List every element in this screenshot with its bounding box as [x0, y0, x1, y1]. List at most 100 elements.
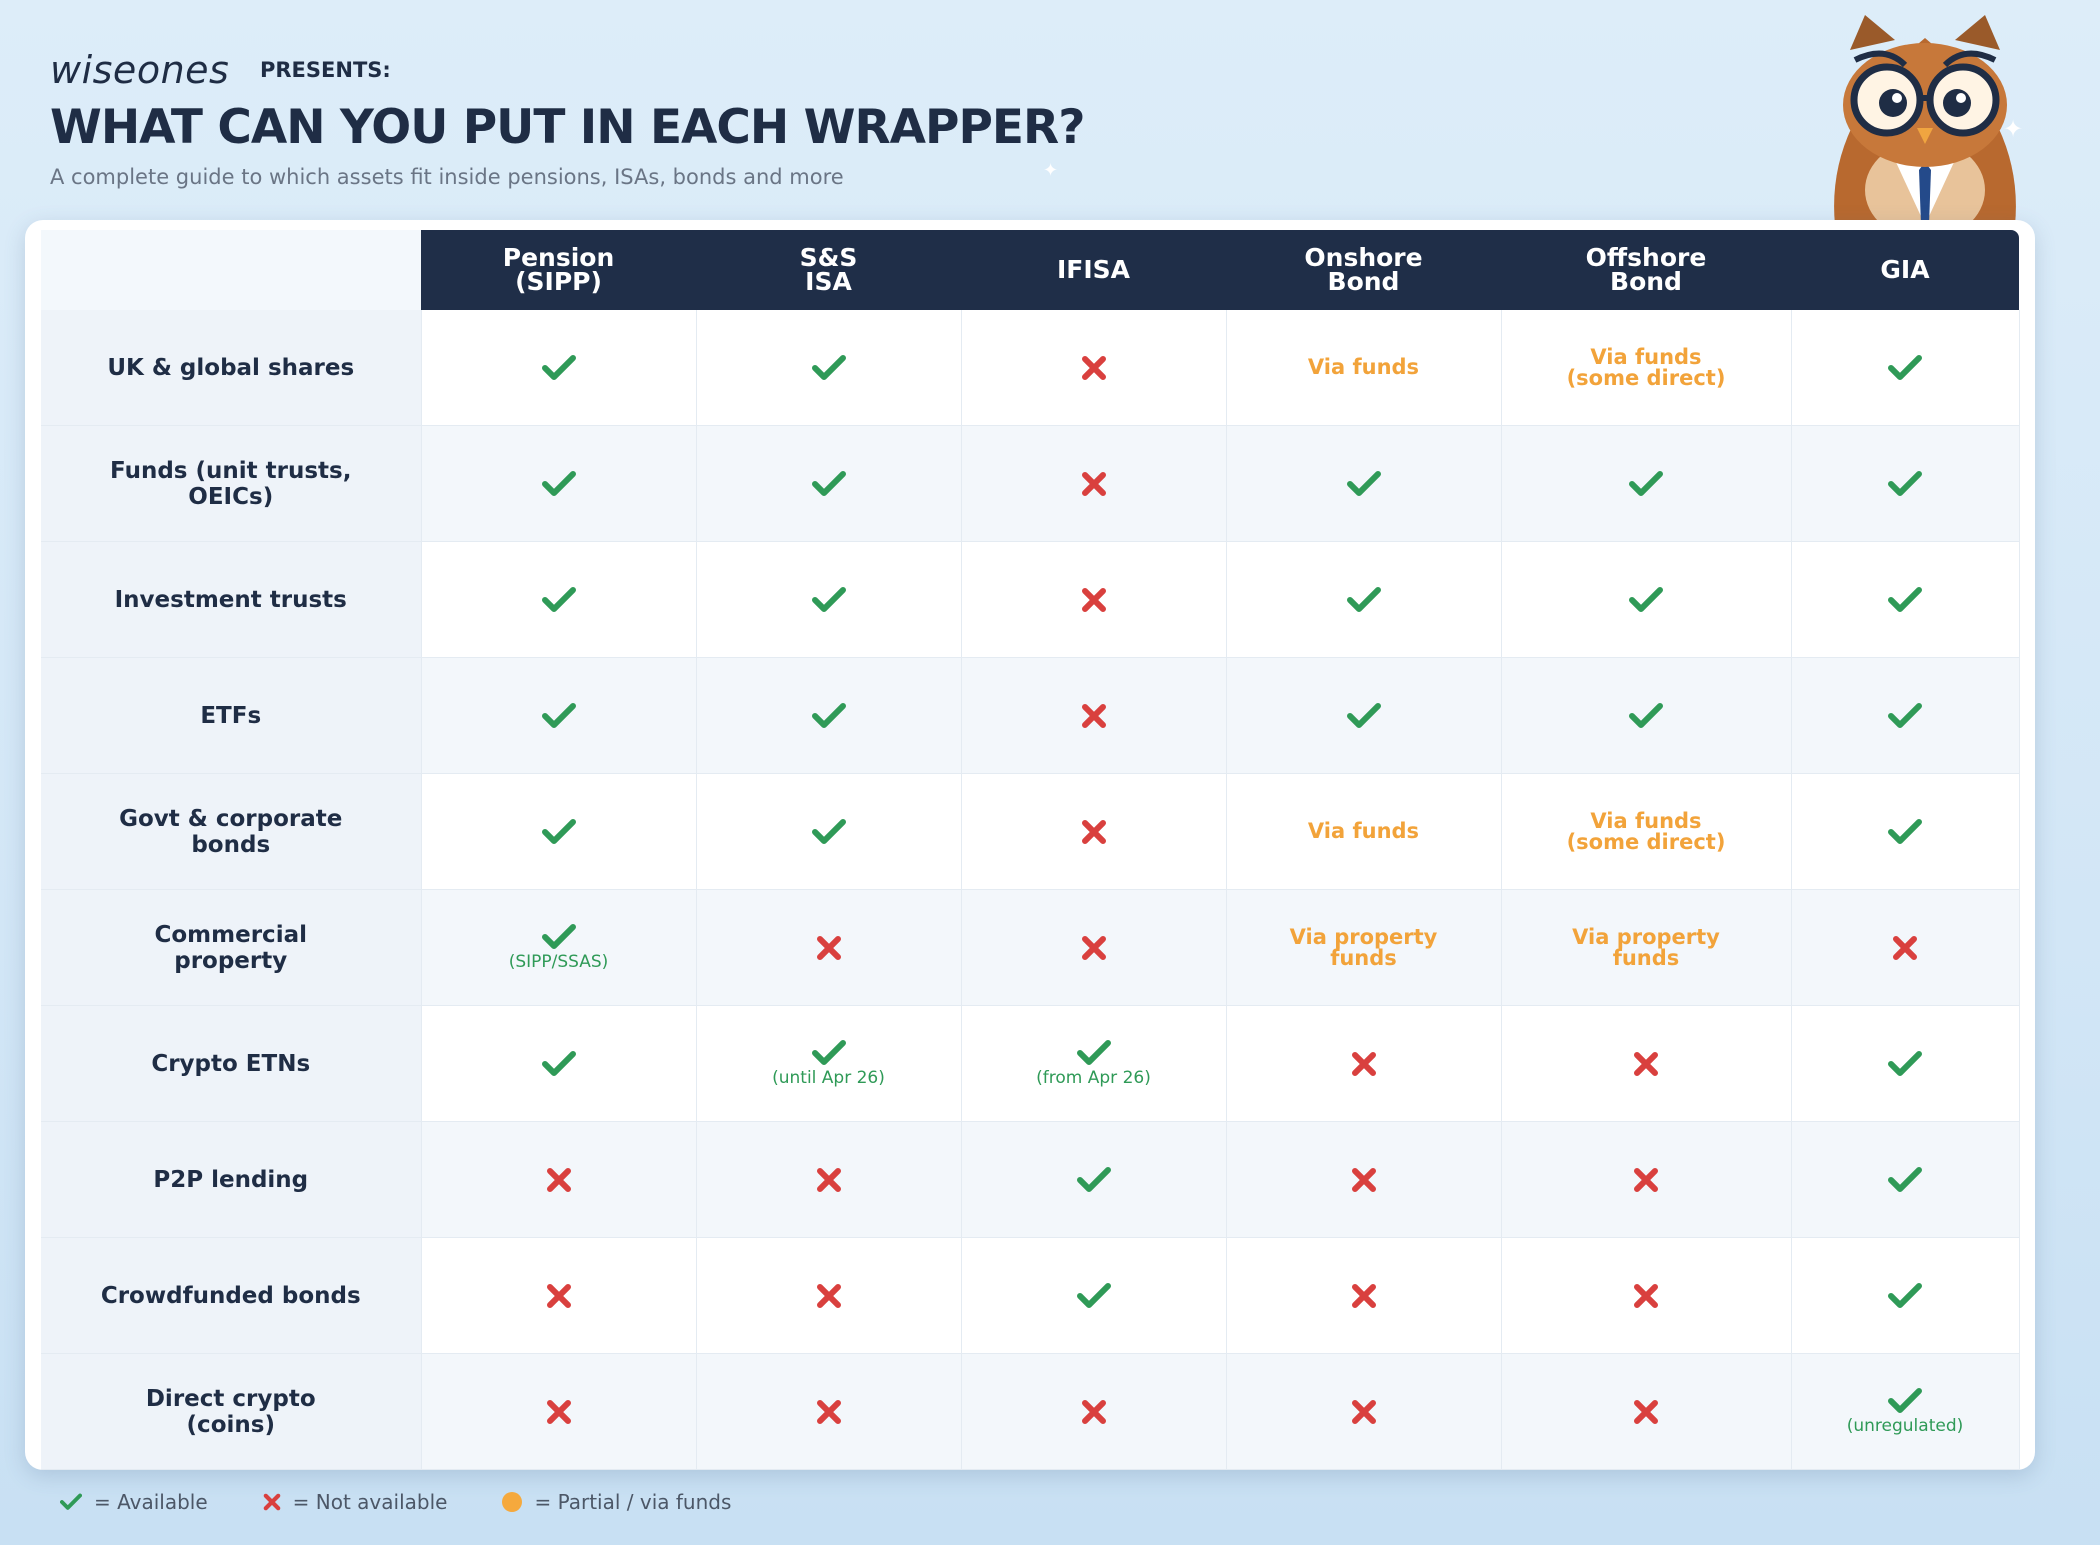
row-label: Funds (unit trusts, OEICs) [41, 425, 422, 542]
table-cell [696, 1353, 962, 1470]
check-icon [1888, 1282, 1922, 1309]
partial-availability-text: Via funds [1307, 819, 1420, 843]
row-label: Commercial property [41, 889, 422, 1006]
cross-icon [1081, 819, 1107, 845]
table-cell [961, 425, 1227, 542]
legend-available: = Available [60, 1490, 208, 1514]
table-cell [1791, 889, 2020, 1006]
check-icon [811, 354, 846, 381]
cross-icon [1351, 1167, 1377, 1193]
column-header: Pension (SIPP) [421, 230, 696, 310]
table-header-row: Pension (SIPP) S&S ISA IFISA Onshore Bon… [41, 230, 2019, 310]
table-cell [1226, 657, 1502, 774]
table-cell [696, 657, 962, 774]
column-header: GIA [1791, 230, 2019, 310]
legend-not-available-label: = Not available [292, 1490, 448, 1514]
table-cell [696, 1237, 962, 1354]
check-icon [1888, 354, 1922, 381]
table-cell [421, 1121, 697, 1238]
legend-partial-label: = Partial / via funds [534, 1490, 732, 1514]
table-row: Funds (unit trusts, OEICs) [41, 425, 2020, 542]
table-cell [696, 1121, 962, 1238]
table-cell [1791, 425, 2020, 542]
table-row: P2P lending [41, 1121, 2020, 1238]
check-icon [1346, 702, 1381, 729]
check-icon [1888, 702, 1922, 729]
table-cell [696, 773, 962, 890]
check-icon [1629, 470, 1663, 497]
row-label: P2P lending [41, 1121, 422, 1238]
table-cell [1501, 541, 1792, 658]
cross-icon [546, 1399, 572, 1425]
table-cell: (until Apr 26) [696, 1005, 962, 1122]
table-row: Crowdfunded bonds [41, 1237, 2020, 1354]
table-cell [1501, 425, 1792, 542]
check-icon [541, 818, 576, 845]
table-cell: (from Apr 26) [961, 1005, 1227, 1122]
check-icon [1629, 702, 1663, 729]
table-cell: Via funds (some direct) [1501, 310, 1792, 426]
table-cell [1791, 541, 2020, 658]
row-label: UK & global shares [41, 310, 422, 426]
table-cell [1501, 1353, 1792, 1470]
partial-availability-text: Via funds (some direct) [1566, 808, 1726, 854]
table-cell [961, 1121, 1227, 1238]
table-cell [1501, 1005, 1792, 1122]
cross-icon [816, 935, 842, 961]
cell-note: (unregulated) [1846, 1415, 1964, 1436]
page-title: WHAT CAN YOU PUT IN EACH WRAPPER? [50, 100, 1085, 155]
table-cell [961, 1237, 1227, 1354]
column-header: S&S ISA [696, 230, 961, 310]
owl-mascot-icon [1834, 15, 2016, 225]
table-cell [1791, 1237, 2020, 1354]
check-icon [541, 354, 576, 381]
table-cell [1501, 1121, 1792, 1238]
table-cell [696, 425, 962, 542]
cross-icon [816, 1167, 842, 1193]
cross-icon [1081, 587, 1107, 613]
cross-icon [546, 1167, 572, 1193]
cross-icon [816, 1283, 842, 1309]
wrapper-comparison-table: Pension (SIPP) S&S ISA IFISA Onshore Bon… [41, 230, 2020, 1470]
check-icon [1888, 1387, 1922, 1414]
row-label: Direct crypto (coins) [41, 1353, 422, 1470]
table-row: Govt & corporate bonds Via funds Via funds… [41, 773, 2020, 890]
cross-icon [1892, 935, 1918, 961]
table-cell [961, 310, 1227, 426]
cross-icon [1633, 1283, 1659, 1309]
table-cell [421, 541, 697, 658]
check-icon [811, 1039, 846, 1066]
table-cell [961, 657, 1227, 774]
check-icon [541, 702, 576, 729]
cross-icon [1351, 1399, 1377, 1425]
check-icon [1888, 818, 1922, 845]
table-cell [696, 889, 962, 1006]
table-cell [1791, 657, 2020, 774]
check-icon [541, 470, 576, 497]
check-icon [811, 702, 846, 729]
check-icon [541, 586, 576, 613]
table-header-corner [41, 230, 421, 310]
table-row: Commercial property (SIPP/SSAS) Via proper… [41, 889, 2020, 1006]
partial-availability-text: Via funds (some direct) [1566, 344, 1726, 390]
table-cell [1226, 1237, 1502, 1354]
table-row: Investment trusts [41, 541, 2020, 658]
table-cell: (unregulated) [1791, 1353, 2020, 1470]
sparkle-icon: ✦ [2003, 116, 2024, 143]
table-cell [696, 541, 962, 658]
table-cell [421, 1005, 697, 1122]
check-icon [1888, 470, 1922, 497]
cross-icon [1081, 355, 1107, 381]
table-cell [1791, 773, 2020, 890]
table-cell [961, 773, 1227, 890]
cross-icon [1081, 935, 1107, 961]
table-cell [1226, 541, 1502, 658]
row-label: Crowdfunded bonds [41, 1237, 422, 1354]
legend-partial: = Partial / via funds [502, 1490, 731, 1514]
row-label: Govt & corporate bonds [41, 773, 422, 890]
check-icon [1888, 586, 1922, 613]
table-cell [961, 541, 1227, 658]
cell-note: (from Apr 26) [1036, 1067, 1151, 1088]
check-icon [1888, 1050, 1922, 1077]
table-row: Direct crypto (coins) (unregulated) [41, 1353, 2020, 1470]
